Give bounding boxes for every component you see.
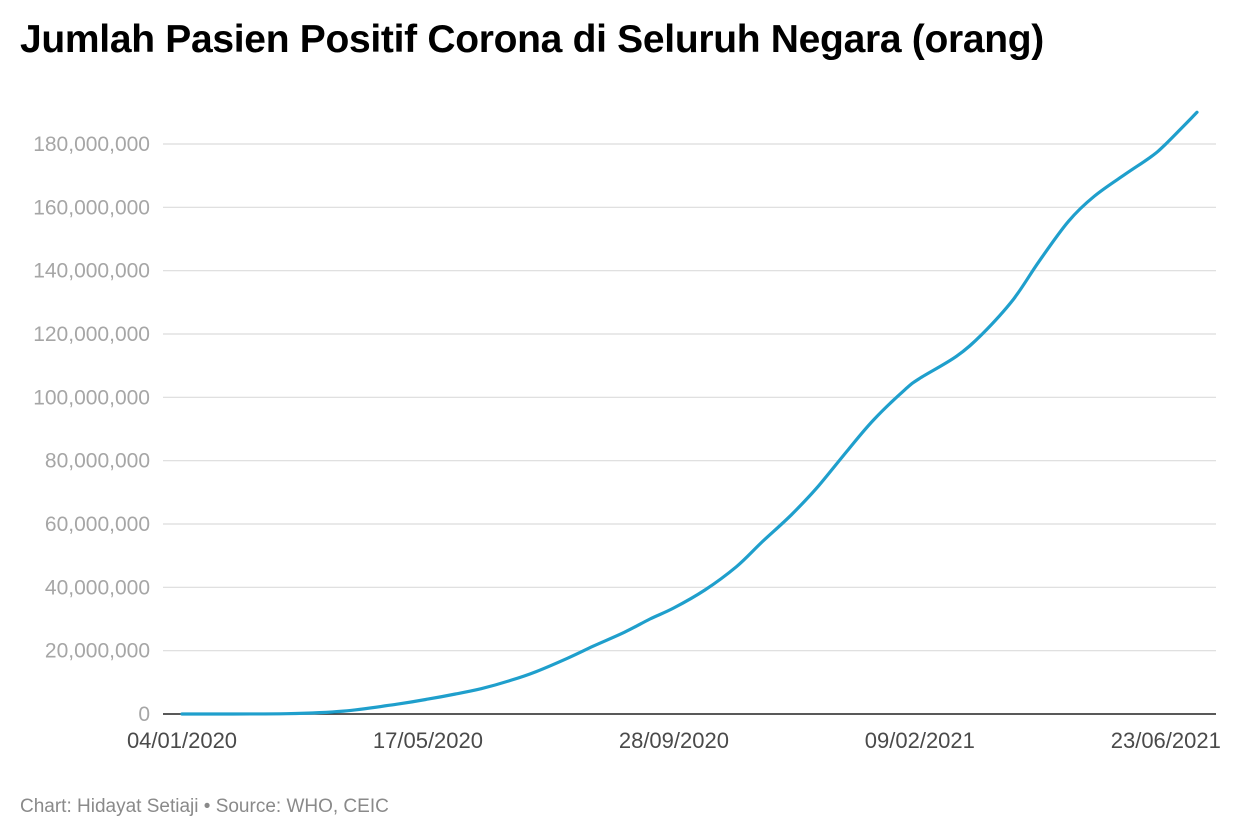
y-tick-label: 40,000,000 [45,576,150,599]
y-tick-label: 180,000,000 [33,133,150,156]
series-line [180,110,1199,716]
chart-footer: Chart: Hidayat Setiaji • Source: WHO, CE… [20,796,389,818]
x-tick-label: 28/09/2020 [619,728,729,753]
line-chart: 0 20,000,000 40,000,000 60,000,000 80,000,00… [33,110,1221,753]
x-axis-ticks: 04/01/2020 17/05/2020 28/09/2020 09/02/2021… [127,728,1221,753]
chart-credit: Chart: Hidayat Setiaji [20,796,199,817]
x-tick-label: 09/02/2021 [865,728,975,753]
y-tick-label: 60,000,000 [45,513,150,536]
y-tick-label: 20,000,000 [45,640,150,663]
y-tick-label: 160,000,000 [33,196,150,219]
y-tick-label: 140,000,000 [33,260,150,283]
y-tick-label: 80,000,000 [45,450,150,473]
y-axis-ticks: 0 20,000,000 40,000,000 60,000,000 80,000,00… [33,133,150,726]
chart-source: Source: WHO, CEIC [215,796,389,817]
footer-separator: • [203,796,211,817]
x-tick-label: 23/06/2021 [1111,728,1221,753]
y-tick-label: 100,000,000 [33,386,150,409]
y-tick-label: 120,000,000 [33,323,150,346]
y-tick-label: 0 [138,703,150,726]
gridlines [163,143,1216,652]
x-tick-label: 17/05/2020 [373,728,483,753]
x-tick-label: 04/01/2020 [127,728,237,753]
chart-title: Jumlah Pasien Positif Corona di Seluruh … [20,18,1044,61]
